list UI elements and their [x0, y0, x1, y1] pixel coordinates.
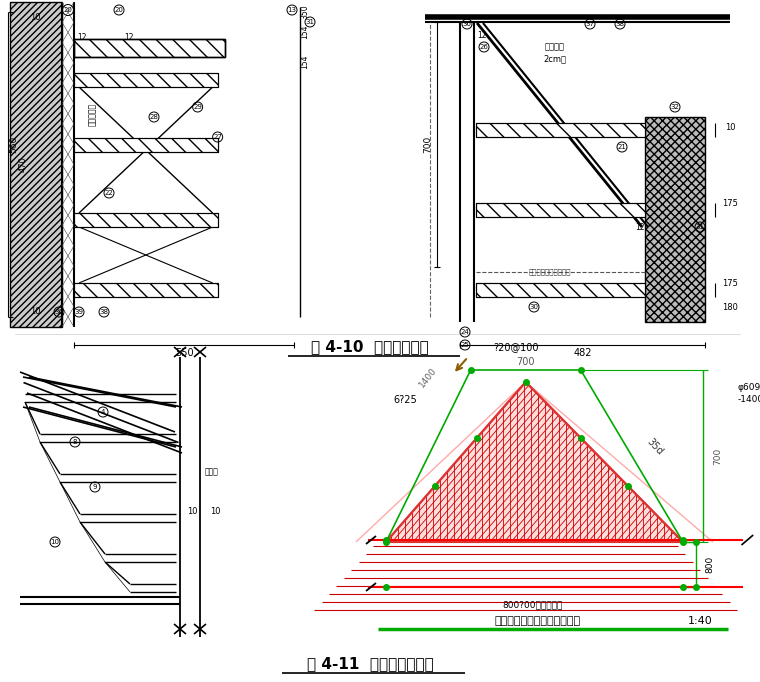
Text: 20: 20 — [64, 7, 72, 13]
Text: 20: 20 — [115, 7, 123, 13]
Text: 25: 25 — [461, 342, 470, 348]
Bar — [645, 117, 705, 322]
Text: 钢支撑牛腿（斜支座）配筋图: 钢支撑牛腿（斜支座）配筋图 — [495, 616, 581, 626]
Bar — [476, 203, 645, 217]
Text: 24: 24 — [461, 329, 470, 335]
Text: 2cm厚: 2cm厚 — [543, 55, 566, 63]
Text: -1400?50?0: -1400?50?0 — [738, 394, 760, 404]
Text: 图 4-11  钢管斜撑示意图: 图 4-11 钢管斜撑示意图 — [306, 657, 433, 672]
Text: 10: 10 — [50, 539, 59, 545]
Text: 35d: 35d — [645, 437, 665, 457]
Text: ?20@100: ?20@100 — [493, 342, 539, 352]
Text: 29: 29 — [193, 104, 202, 110]
Text: 32: 32 — [670, 104, 679, 110]
Bar — [476, 283, 645, 297]
Text: 27: 27 — [214, 134, 222, 140]
Text: 1:40: 1:40 — [688, 616, 712, 626]
Text: 560: 560 — [9, 136, 18, 153]
Bar — [10, 2, 62, 327]
Text: 地下连续墙外侧摩擦线: 地下连续墙外侧摩擦线 — [529, 269, 572, 276]
Text: φ609钢支撑: φ609钢支撑 — [738, 383, 760, 391]
Bar — [74, 213, 217, 227]
Text: 13: 13 — [287, 7, 296, 13]
Bar — [74, 39, 225, 57]
Bar — [476, 123, 645, 137]
Text: 175: 175 — [722, 198, 738, 207]
Text: 9: 9 — [93, 484, 97, 490]
Text: 26: 26 — [480, 44, 489, 50]
Text: 6?25: 6?25 — [393, 395, 416, 405]
Bar — [476, 203, 645, 217]
Text: 12: 12 — [124, 33, 134, 42]
Bar — [74, 73, 217, 87]
Text: 10: 10 — [210, 507, 220, 516]
Text: 700: 700 — [423, 136, 432, 153]
Text: 砂浆找平: 砂浆找平 — [545, 42, 565, 52]
Text: 地下连续墙: 地下连续墙 — [87, 103, 97, 126]
Text: 482: 482 — [573, 348, 592, 358]
Bar — [74, 138, 217, 152]
Text: 8: 8 — [73, 439, 78, 445]
Text: 图 4-10  钢围檩示意图: 图 4-10 钢围檩示意图 — [311, 340, 429, 355]
Bar — [74, 138, 217, 152]
Text: 470: 470 — [18, 157, 27, 173]
Text: 800?00钢围檩底座: 800?00钢围檩底座 — [503, 600, 563, 610]
Text: 10: 10 — [30, 308, 40, 316]
Text: 700: 700 — [714, 447, 723, 464]
Text: 39: 39 — [74, 309, 84, 315]
Text: 175: 175 — [722, 278, 738, 288]
Text: 37: 37 — [585, 21, 594, 27]
Bar — [74, 283, 217, 297]
Text: 12: 12 — [477, 31, 486, 40]
Text: 31: 31 — [306, 19, 315, 25]
Text: 钢围檩: 钢围檩 — [205, 467, 219, 477]
Text: 21: 21 — [618, 144, 626, 150]
Text: 10: 10 — [187, 507, 198, 516]
Bar — [74, 283, 217, 297]
Text: 30: 30 — [530, 304, 539, 310]
Text: 12: 12 — [78, 33, 87, 42]
Text: 800: 800 — [705, 556, 714, 573]
Text: 28: 28 — [150, 114, 158, 120]
Bar — [74, 73, 217, 87]
Text: 10: 10 — [30, 12, 40, 22]
Text: 700: 700 — [517, 357, 535, 367]
Text: 10: 10 — [725, 123, 735, 132]
Bar — [74, 39, 225, 57]
Text: 1400: 1400 — [417, 366, 439, 389]
Text: 154: 154 — [300, 25, 309, 40]
Text: 31: 31 — [695, 224, 705, 230]
Text: 154: 154 — [300, 55, 309, 70]
Text: 38: 38 — [100, 309, 109, 315]
Text: 36: 36 — [463, 21, 471, 27]
Polygon shape — [386, 382, 683, 542]
Text: 4: 4 — [101, 409, 105, 415]
Text: 38: 38 — [616, 21, 625, 27]
Text: 180: 180 — [722, 303, 738, 312]
Text: 12: 12 — [635, 222, 644, 231]
Bar — [476, 283, 645, 297]
Text: 350: 350 — [300, 5, 309, 19]
Text: 36: 36 — [55, 309, 64, 315]
Text: 550: 550 — [175, 348, 193, 358]
Text: 22: 22 — [105, 190, 113, 196]
Bar — [476, 123, 645, 137]
Bar — [74, 213, 217, 227]
